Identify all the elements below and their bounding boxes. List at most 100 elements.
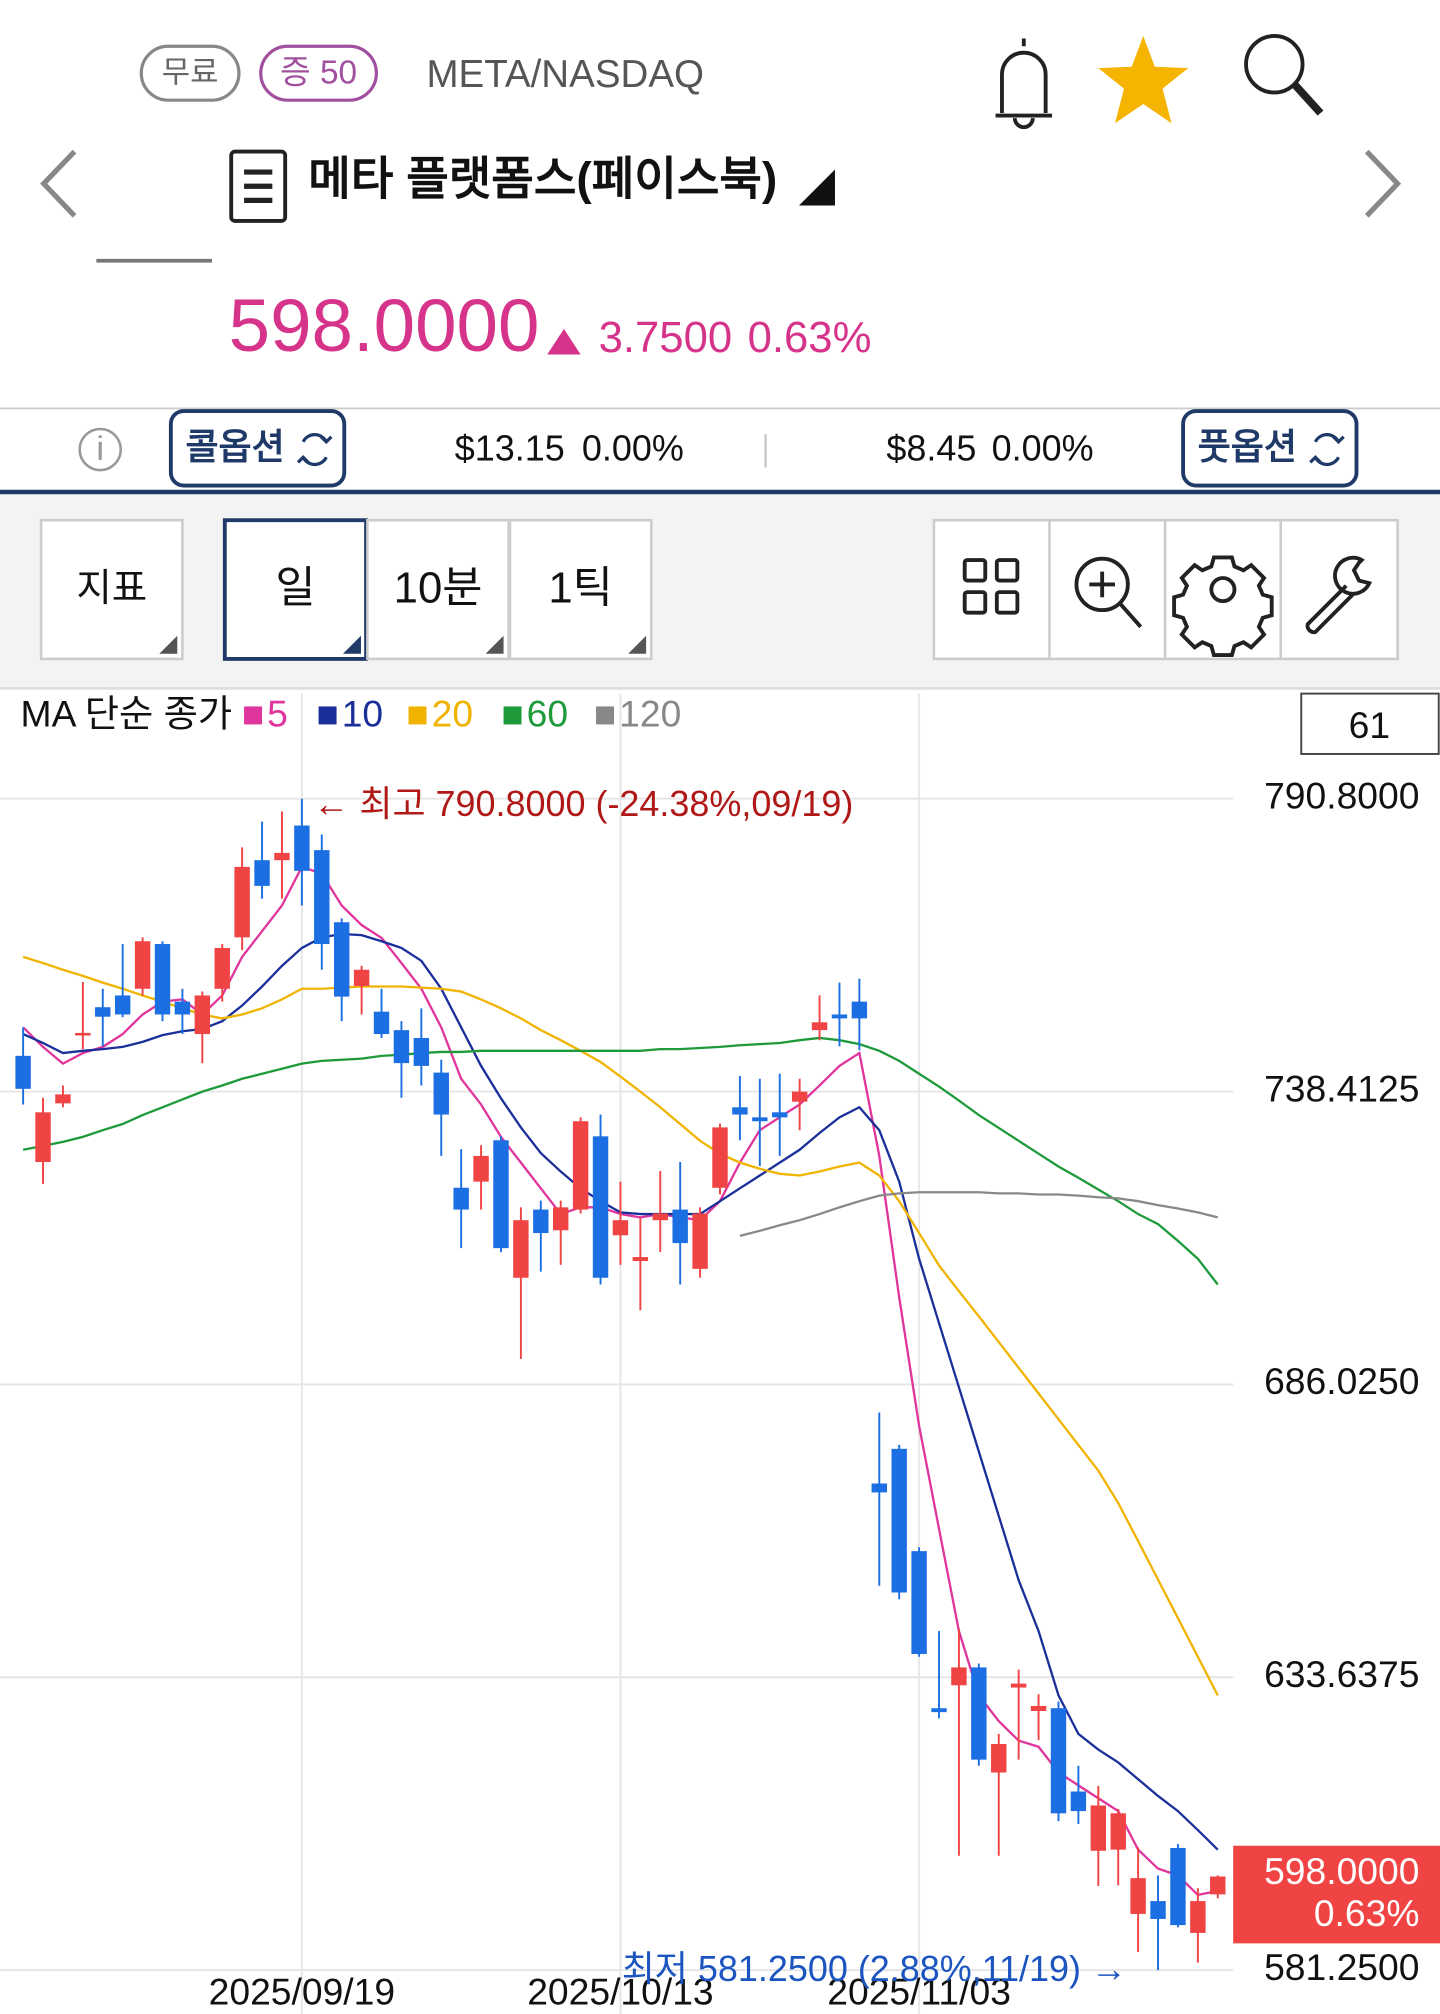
candle-body <box>791 1091 808 1102</box>
candle-body <box>1150 1901 1166 1919</box>
candle-body <box>55 1094 71 1104</box>
candle-body <box>692 1213 708 1269</box>
count-box[interactable] <box>1300 692 1440 755</box>
candle-body <box>353 969 370 986</box>
y-tick-label: 581.2500 <box>1264 1946 1419 1988</box>
candle-body <box>931 1708 947 1713</box>
bell-icon[interactable] <box>995 38 1053 130</box>
candle-body <box>991 1743 1007 1773</box>
candle-body <box>214 947 230 989</box>
candle-body <box>732 1107 748 1115</box>
change-pct: 0.63% <box>748 313 872 362</box>
candle-body <box>234 866 250 938</box>
last-price-box <box>1233 1845 1440 1944</box>
badge-free[interactable] <box>139 44 241 102</box>
toolbar-button[interactable] <box>39 518 184 661</box>
candle-body <box>95 1007 111 1017</box>
put-price: $8.45 <box>886 427 976 468</box>
put-button[interactable] <box>1181 409 1359 488</box>
candle-body <box>891 1448 907 1593</box>
x-tick-label: 2025/09/19 <box>209 1971 395 2013</box>
bar-count: 61 <box>1349 704 1390 746</box>
change: 3.7500 <box>599 313 733 362</box>
legend-swatch <box>244 706 263 725</box>
search-icon[interactable] <box>1244 34 1324 116</box>
candle-body <box>154 944 171 1015</box>
candle-body <box>15 1055 31 1089</box>
next-arrow[interactable] <box>1364 149 1402 218</box>
legend-label: 60 <box>527 693 568 735</box>
candle-body <box>1010 1683 1027 1688</box>
y-tick-label: 738.4125 <box>1264 1067 1419 1109</box>
high-annotation: ← 최고 790.8000 (-24.38%,09/19) <box>313 783 853 824</box>
legend-label: 120 <box>619 693 681 735</box>
candle-body <box>752 1117 768 1122</box>
zoom-icon[interactable] <box>1074 556 1143 629</box>
legend-swatch <box>408 706 427 725</box>
last-price: 598.0000 <box>1264 1850 1419 1892</box>
candle-body <box>612 1220 629 1236</box>
x-tick-label: 2025/11/03 <box>827 1971 1011 2013</box>
candle-body <box>433 1072 449 1115</box>
candle-body <box>632 1257 649 1262</box>
y-tick-label: 790.8000 <box>1264 775 1419 817</box>
call-pct: 0.00% <box>582 427 684 468</box>
settings-icon[interactable] <box>1172 555 1274 657</box>
candle-body <box>174 1001 191 1015</box>
legend-swatch <box>503 706 522 725</box>
tool-group <box>932 518 1399 661</box>
candle-body <box>1130 1878 1146 1914</box>
info-icon[interactable] <box>78 427 123 472</box>
candle-body <box>911 1551 927 1654</box>
candle-body <box>493 1140 509 1249</box>
stock-name[interactable]: 메타 플랫폼스(페이스북) <box>308 153 777 205</box>
candle-body <box>333 922 350 997</box>
candle-body <box>811 1022 828 1031</box>
candle-body <box>1030 1705 1047 1712</box>
put-label: 풋옵션 <box>1198 426 1297 467</box>
y-tick-label: 633.6375 <box>1264 1653 1419 1695</box>
layout-icon[interactable] <box>962 558 1020 615</box>
call-button[interactable] <box>168 409 347 488</box>
corner-triangle <box>342 635 361 654</box>
toolbar-button[interactable] <box>366 518 510 661</box>
candle-body <box>453 1187 469 1210</box>
candle-body <box>314 850 330 945</box>
toolbar-label: 지표 <box>76 567 147 610</box>
ma-line <box>22 955 1219 1696</box>
legend-swatch <box>596 706 615 725</box>
dropdown-triangle <box>799 169 835 206</box>
legend-swatch <box>318 706 337 725</box>
candle-body <box>134 941 151 989</box>
refresh-icon <box>296 433 333 467</box>
candle-body <box>513 1220 529 1278</box>
symbol: META/NASDAQ <box>426 53 704 96</box>
toolbar-button[interactable] <box>508 518 653 661</box>
star-icon[interactable] <box>1098 35 1189 124</box>
prev-arrow[interactable] <box>40 149 77 218</box>
candle-body <box>294 825 310 871</box>
candle-body <box>114 995 131 1015</box>
candle-body <box>533 1209 549 1234</box>
candle-body <box>652 1213 668 1221</box>
tool-icon[interactable] <box>1305 555 1373 635</box>
badge-text: 증 50 <box>280 54 357 91</box>
candle-body <box>1210 1876 1226 1895</box>
candle-body <box>672 1209 688 1244</box>
legend-label: 20 <box>432 693 473 735</box>
candle-body <box>413 1037 430 1066</box>
badge-margin[interactable] <box>259 44 378 102</box>
candle-body <box>712 1127 728 1188</box>
toolbar-label: 1틱 <box>548 563 612 612</box>
legend-label: 10 <box>342 693 383 735</box>
candle-body <box>373 1011 390 1035</box>
up-triangle <box>547 328 581 355</box>
candle-body <box>951 1667 967 1686</box>
menu-icon[interactable] <box>229 149 288 223</box>
candle-body <box>1050 1708 1067 1814</box>
price: 598.0000 <box>229 284 540 367</box>
ma-line <box>22 1036 1219 1286</box>
candle-body <box>553 1207 569 1231</box>
